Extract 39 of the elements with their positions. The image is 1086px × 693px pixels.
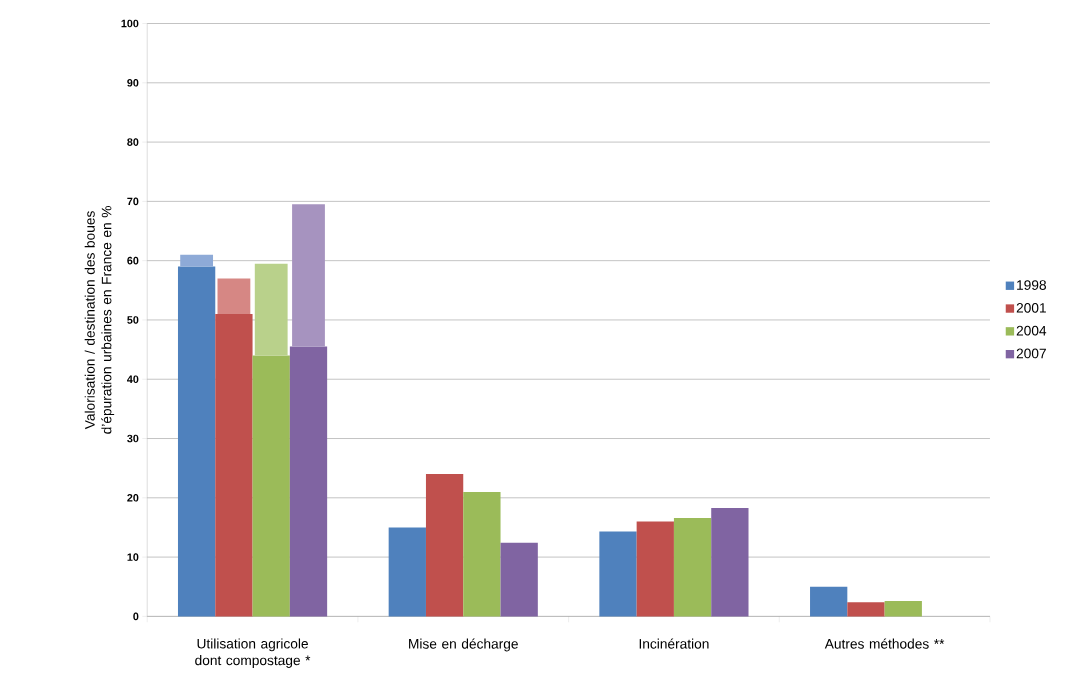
bar bbox=[177, 266, 216, 617]
bar bbox=[252, 355, 290, 617]
bar bbox=[463, 491, 501, 617]
bar bbox=[599, 531, 637, 617]
bar bbox=[884, 601, 922, 617]
bar bbox=[711, 507, 749, 617]
bar bbox=[810, 586, 848, 617]
y-tick-label: 20 bbox=[127, 494, 139, 502]
bar bbox=[254, 263, 288, 356]
bar bbox=[388, 527, 426, 617]
y-tick-label: 80 bbox=[127, 138, 139, 146]
y-tick-label: 40 bbox=[127, 375, 139, 384]
y-tick-label: 30 bbox=[127, 434, 139, 443]
bar bbox=[292, 204, 325, 347]
bar bbox=[673, 518, 712, 617]
legend-label: 2007 bbox=[1016, 348, 1046, 359]
y-tick-label: 50 bbox=[127, 316, 139, 324]
bar bbox=[289, 346, 328, 617]
bar bbox=[215, 314, 253, 617]
legend-label: 1998 bbox=[1017, 280, 1046, 291]
legend-label: 2001 bbox=[1016, 303, 1046, 313]
bar bbox=[847, 602, 885, 617]
y-tick-label: 100 bbox=[121, 19, 139, 28]
bar bbox=[180, 254, 214, 267]
y-axis-title: Valorisation / destination des boues d’épuration urbaines en France en % bbox=[84, 206, 115, 434]
y-tick-label: 10 bbox=[127, 553, 139, 561]
y-tick-label: 70 bbox=[127, 197, 139, 206]
y-tick-label: 90 bbox=[127, 79, 139, 87]
legend-label: 2004 bbox=[1016, 325, 1047, 336]
y-tick-label: 60 bbox=[127, 256, 139, 265]
x-tick-label: Mise en décharge bbox=[409, 638, 518, 652]
bar bbox=[425, 474, 464, 617]
x-tick-label: Incinération bbox=[639, 638, 709, 649]
bar bbox=[217, 278, 251, 315]
bar bbox=[500, 542, 538, 617]
x-tick-label: Utilisation agricole dont compostage * bbox=[195, 638, 311, 668]
y-tick-label: 0 bbox=[133, 612, 139, 621]
bar bbox=[636, 521, 674, 617]
x-tick-label: Autres méthodes ** bbox=[824, 638, 945, 649]
